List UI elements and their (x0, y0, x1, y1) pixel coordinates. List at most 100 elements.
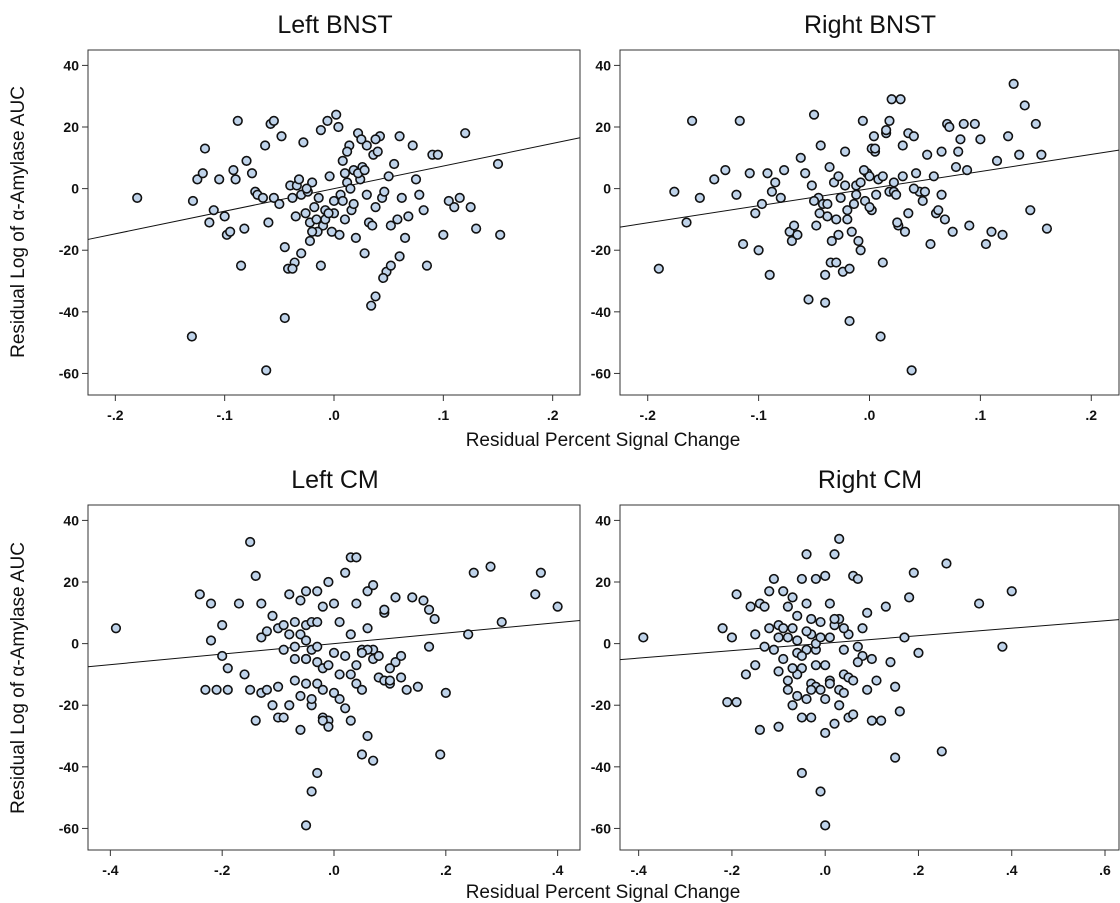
data-point (815, 632, 826, 643)
data-point (261, 626, 273, 637)
data-point (928, 171, 939, 182)
data-point (964, 220, 975, 231)
fit-line-left-bnst (87, 137, 581, 240)
data-point (944, 121, 955, 133)
x-tick-label: -.1 (216, 407, 233, 423)
data-point (925, 238, 936, 250)
data-point (796, 573, 807, 585)
data-point (306, 693, 317, 705)
data-point (838, 623, 849, 634)
data-point (322, 115, 333, 126)
data-point (295, 629, 306, 640)
data-point (418, 205, 429, 216)
data-point (309, 201, 320, 213)
data-point (290, 211, 301, 222)
data-point (770, 177, 781, 188)
data-point (289, 641, 300, 652)
data-point (857, 115, 868, 126)
data-point (806, 684, 817, 695)
data-point (359, 248, 370, 259)
data-point (910, 168, 922, 179)
data-point (323, 576, 334, 588)
points-right-bnst (653, 78, 1053, 376)
data-point (904, 592, 915, 603)
y-tick-label: -40 (591, 759, 611, 775)
data-point (324, 171, 335, 182)
data-point (356, 684, 368, 695)
data-point (908, 567, 919, 578)
data-point (287, 192, 298, 203)
data-point (389, 158, 400, 170)
data-point (947, 226, 958, 237)
data-point (681, 217, 692, 228)
data-point (315, 260, 326, 271)
data-point (384, 675, 396, 686)
data-point (890, 752, 901, 763)
points-left-bnst (132, 109, 506, 376)
x-tick-label: -.2 (724, 862, 741, 878)
data-point (903, 208, 914, 219)
data-point (834, 533, 845, 544)
data-point (317, 601, 328, 612)
data-point (289, 616, 300, 628)
data-point (820, 269, 831, 280)
y-tick-label: -60 (59, 365, 79, 381)
data-point (792, 690, 803, 702)
data-point (820, 820, 831, 831)
data-point (764, 586, 775, 597)
data-point (731, 697, 742, 708)
data-point (460, 128, 471, 139)
data-point (394, 131, 405, 142)
data-point (263, 217, 274, 228)
data-point (204, 217, 215, 228)
data-point (414, 189, 425, 200)
data-point (842, 205, 853, 216)
data-point (997, 229, 1008, 240)
data-point (855, 177, 866, 188)
data-point (366, 300, 377, 311)
data-point (250, 715, 261, 726)
data-point (782, 684, 793, 695)
data-point (390, 656, 401, 668)
data-point (225, 226, 236, 237)
data-point (552, 601, 563, 612)
y-tick-label: -40 (591, 304, 611, 320)
data-point (235, 260, 247, 271)
data-point (356, 749, 368, 760)
data-point (257, 192, 269, 203)
data-point (842, 214, 853, 225)
data-point (199, 143, 211, 154)
data-point (230, 174, 241, 185)
data-point (848, 709, 859, 720)
data-point (862, 607, 873, 618)
data-point (844, 263, 855, 274)
data-point (351, 552, 362, 563)
y-tick-label: 40 (63, 512, 79, 528)
data-point (815, 140, 826, 151)
x-tick-label: .0 (864, 407, 876, 423)
data-point (717, 623, 728, 634)
data-point (307, 226, 318, 237)
data-point (205, 598, 217, 609)
data-point (869, 143, 881, 154)
y-tick-label: 0 (71, 636, 79, 652)
data-point (958, 118, 969, 130)
data-point (890, 681, 901, 692)
data-point (443, 195, 454, 207)
data-point (304, 235, 316, 247)
data-point (773, 666, 784, 677)
data-point (897, 140, 908, 151)
data-point (894, 706, 905, 717)
data-point (361, 189, 372, 200)
y-tick-label: 20 (63, 119, 79, 135)
y-tick-label: -60 (59, 820, 79, 836)
data-point (276, 131, 287, 142)
data-point (233, 598, 245, 609)
data-point (351, 660, 362, 671)
y-tick-label: 0 (603, 181, 611, 197)
x-tick-label: .2 (547, 407, 559, 423)
data-point (228, 165, 239, 176)
data-point (744, 168, 755, 179)
y-tick-label: -40 (59, 759, 79, 775)
data-point (295, 595, 306, 606)
